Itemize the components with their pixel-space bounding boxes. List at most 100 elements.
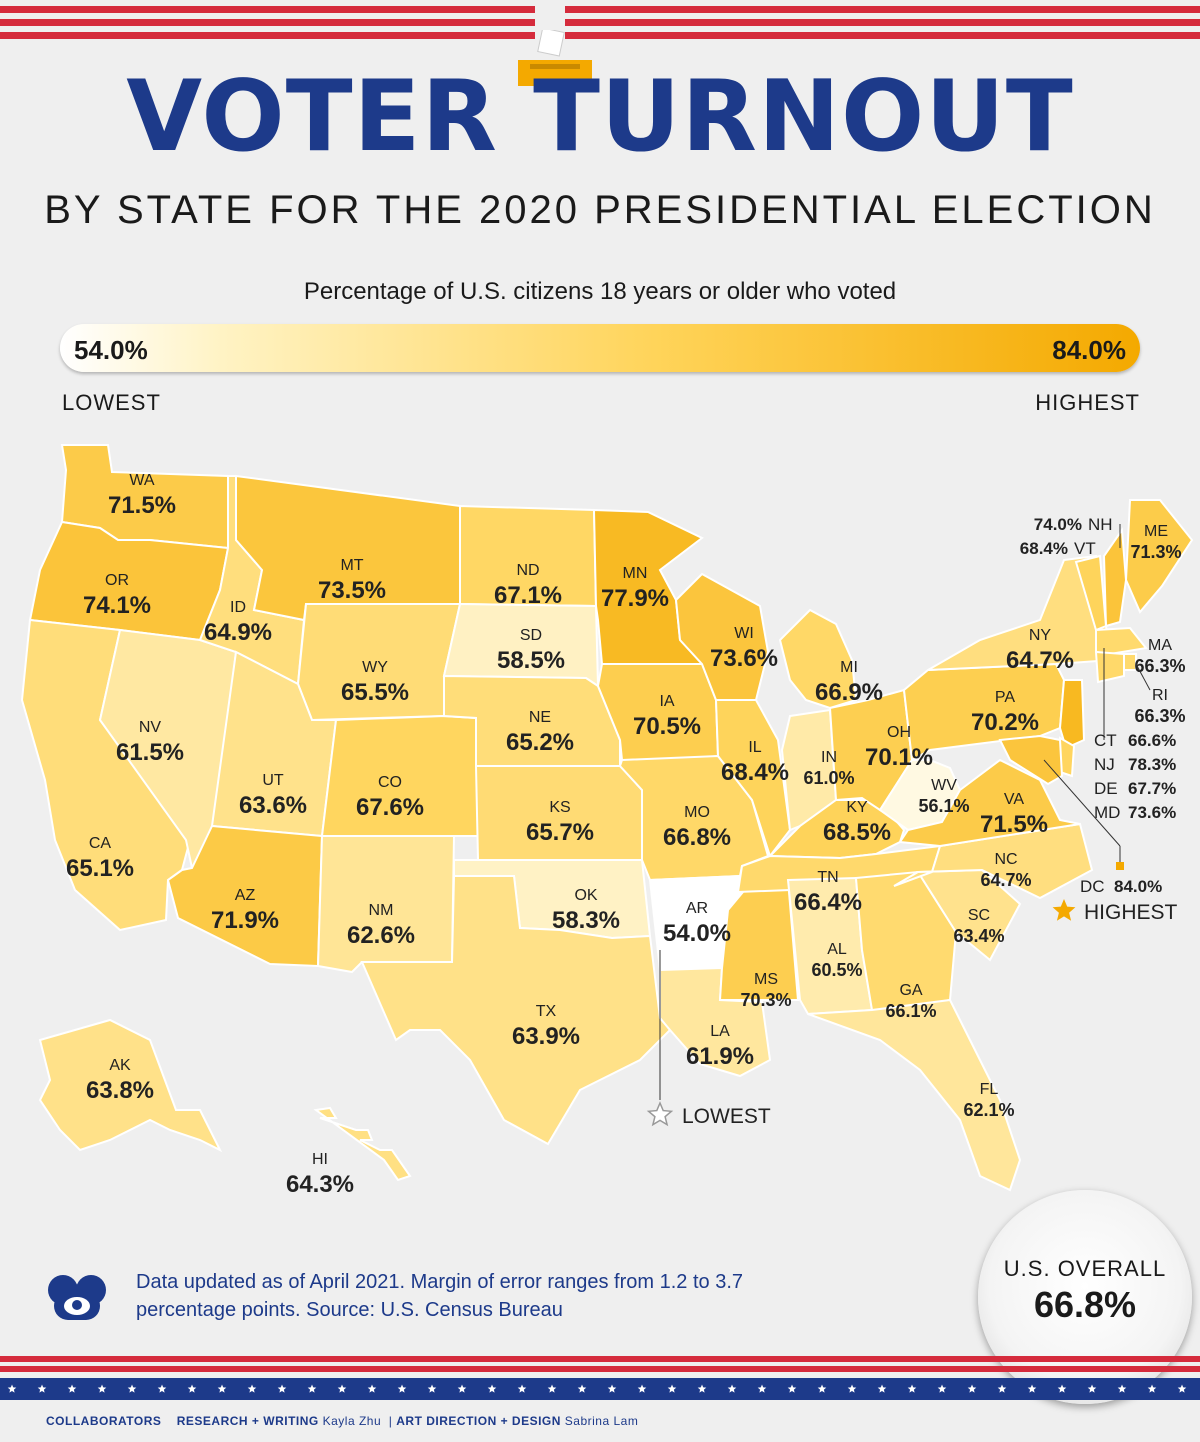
state-tx	[360, 875, 672, 1146]
state-abbr-tx: TX	[536, 1003, 557, 1020]
stripe-star-icon	[1177, 1384, 1187, 1393]
stripe-star-icon	[97, 1384, 107, 1393]
highest-star-icon	[1052, 899, 1076, 921]
state-abbr-va: VA	[1004, 791, 1024, 808]
state-va	[898, 758, 1081, 848]
legend-max-value: 84.0%	[1052, 335, 1126, 365]
state-nh	[1102, 527, 1128, 628]
state-abbr-al: AL	[827, 941, 847, 958]
state-value-ca: 65.1%	[66, 855, 134, 882]
stripe-star-icon	[817, 1384, 827, 1393]
state-abbr-ky: KY	[846, 799, 868, 816]
state-abbr-ct: CT	[1094, 731, 1117, 750]
state-abbr-ar: AR	[686, 900, 708, 917]
state-value-nc: 64.7%	[980, 870, 1031, 890]
state-abbr-md: MD	[1094, 803, 1120, 822]
state-value-ms: 70.3%	[740, 990, 791, 1010]
state-value-ak: 63.8%	[86, 1077, 154, 1104]
state-value-ky: 68.5%	[823, 819, 891, 846]
state-value-wv: 56.1%	[918, 796, 969, 816]
state-value-ma: 66.3%	[1134, 656, 1185, 676]
state-value-ny: 64.7%	[1006, 647, 1074, 674]
state-value-co: 67.6%	[356, 794, 424, 821]
state-value-sc: 63.4%	[953, 926, 1004, 946]
stripe-star-icon	[157, 1384, 167, 1393]
state-abbr-la: LA	[710, 1023, 730, 1040]
stripe-star-icon	[367, 1384, 377, 1393]
state-abbr-fl: FL	[980, 1081, 999, 1098]
state-abbr-ak: AK	[109, 1057, 131, 1074]
state-value-wy: 65.5%	[341, 679, 409, 706]
state-abbr-wy: WY	[362, 659, 388, 676]
state-abbr-vt: VT	[1074, 539, 1096, 558]
state-abbr-az: AZ	[235, 887, 256, 904]
state-abbr-sd: SD	[520, 627, 542, 644]
state-value-ct: 66.6%	[1128, 731, 1176, 750]
credits-collaborators: COLLABORATORS	[46, 1414, 162, 1428]
state-value-al: 60.5%	[811, 960, 862, 980]
state-abbr-ne: NE	[529, 709, 551, 726]
lowest-callout-label: LOWEST	[682, 1105, 771, 1128]
us-overall-label: U.S. OVERALL	[1003, 1256, 1167, 1281]
state-value-ks: 65.7%	[526, 819, 594, 846]
state-abbr-mn: MN	[623, 565, 648, 582]
state-fl	[807, 998, 1022, 1192]
state-value-sd: 58.5%	[497, 647, 565, 674]
state-abbr-wi: WI	[734, 625, 754, 642]
stripe-star-icon	[847, 1384, 857, 1393]
stripe-star-icon	[907, 1384, 917, 1393]
state-value-id: 64.9%	[204, 619, 272, 646]
state-value-tn: 66.4%	[794, 889, 862, 916]
stripe-star-icon	[787, 1384, 797, 1393]
stripe-star-icon	[727, 1384, 737, 1393]
state-abbr-nd: ND	[516, 562, 539, 579]
state-abbr-oh: OH	[887, 724, 911, 741]
state-value-in: 61.0%	[803, 768, 854, 788]
state-abbr-ga: GA	[899, 982, 922, 999]
state-value-ok: 58.3%	[552, 907, 620, 934]
credits-design-label: ART DIRECTION + DESIGN	[396, 1414, 561, 1428]
state-abbr-il: IL	[748, 739, 761, 756]
stripe-star-icon	[7, 1384, 17, 1393]
state-abbr-sc: SC	[968, 907, 990, 924]
stripe-star-icon	[1087, 1384, 1097, 1393]
state-abbr-ri: RI	[1152, 687, 1168, 704]
state-value-oh: 70.1%	[865, 744, 933, 771]
stripe-star-icon	[1117, 1384, 1127, 1393]
state-abbr-nv: NV	[139, 719, 162, 736]
state-value-dc: 84.0%	[1114, 877, 1162, 896]
stripe-star-icon	[997, 1384, 1007, 1393]
state-value-pa: 70.2%	[971, 709, 1039, 736]
dc-marker	[1116, 862, 1124, 870]
state-value-md: 73.6%	[1128, 803, 1176, 822]
state-value-va: 71.5%	[980, 811, 1048, 838]
state-value-wa: 71.5%	[108, 492, 176, 519]
bottom-flag-stripe	[0, 1356, 1200, 1400]
stripe-star-icon	[1027, 1384, 1037, 1393]
stripe-star-icon	[517, 1384, 527, 1393]
legend-gradient-bar	[60, 324, 1140, 372]
state-value-nv: 61.5%	[116, 739, 184, 766]
stripe-star-icon	[307, 1384, 317, 1393]
stripe-star-icon	[187, 1384, 197, 1393]
state-abbr-ma: MA	[1148, 637, 1172, 654]
stripe-star-icon	[937, 1384, 947, 1393]
state-abbr-wa: WA	[129, 472, 155, 489]
ballot-box-icon	[518, 30, 592, 86]
publisher-logo-icon	[48, 1275, 106, 1320]
state-value-il: 68.4%	[721, 759, 789, 786]
lowest-star-icon	[646, 1101, 674, 1127]
state-abbr-nc: NC	[994, 851, 1017, 868]
state-abbr-pa: PA	[995, 689, 1015, 706]
state-value-fl: 62.1%	[963, 1100, 1014, 1120]
stripe-star-icon	[217, 1384, 227, 1393]
legend-lowest-label: LOWEST	[62, 390, 161, 415]
stripe-star-icon	[697, 1384, 707, 1393]
state-value-ne: 65.2%	[506, 729, 574, 756]
state-abbr-in: IN	[821, 749, 837, 766]
state-abbr-dc: DC	[1080, 877, 1105, 896]
stripe-star-icon	[247, 1384, 257, 1393]
state-abbr-ia: IA	[659, 693, 674, 710]
state-md	[998, 734, 1064, 786]
state-abbr-ut: UT	[262, 772, 284, 789]
